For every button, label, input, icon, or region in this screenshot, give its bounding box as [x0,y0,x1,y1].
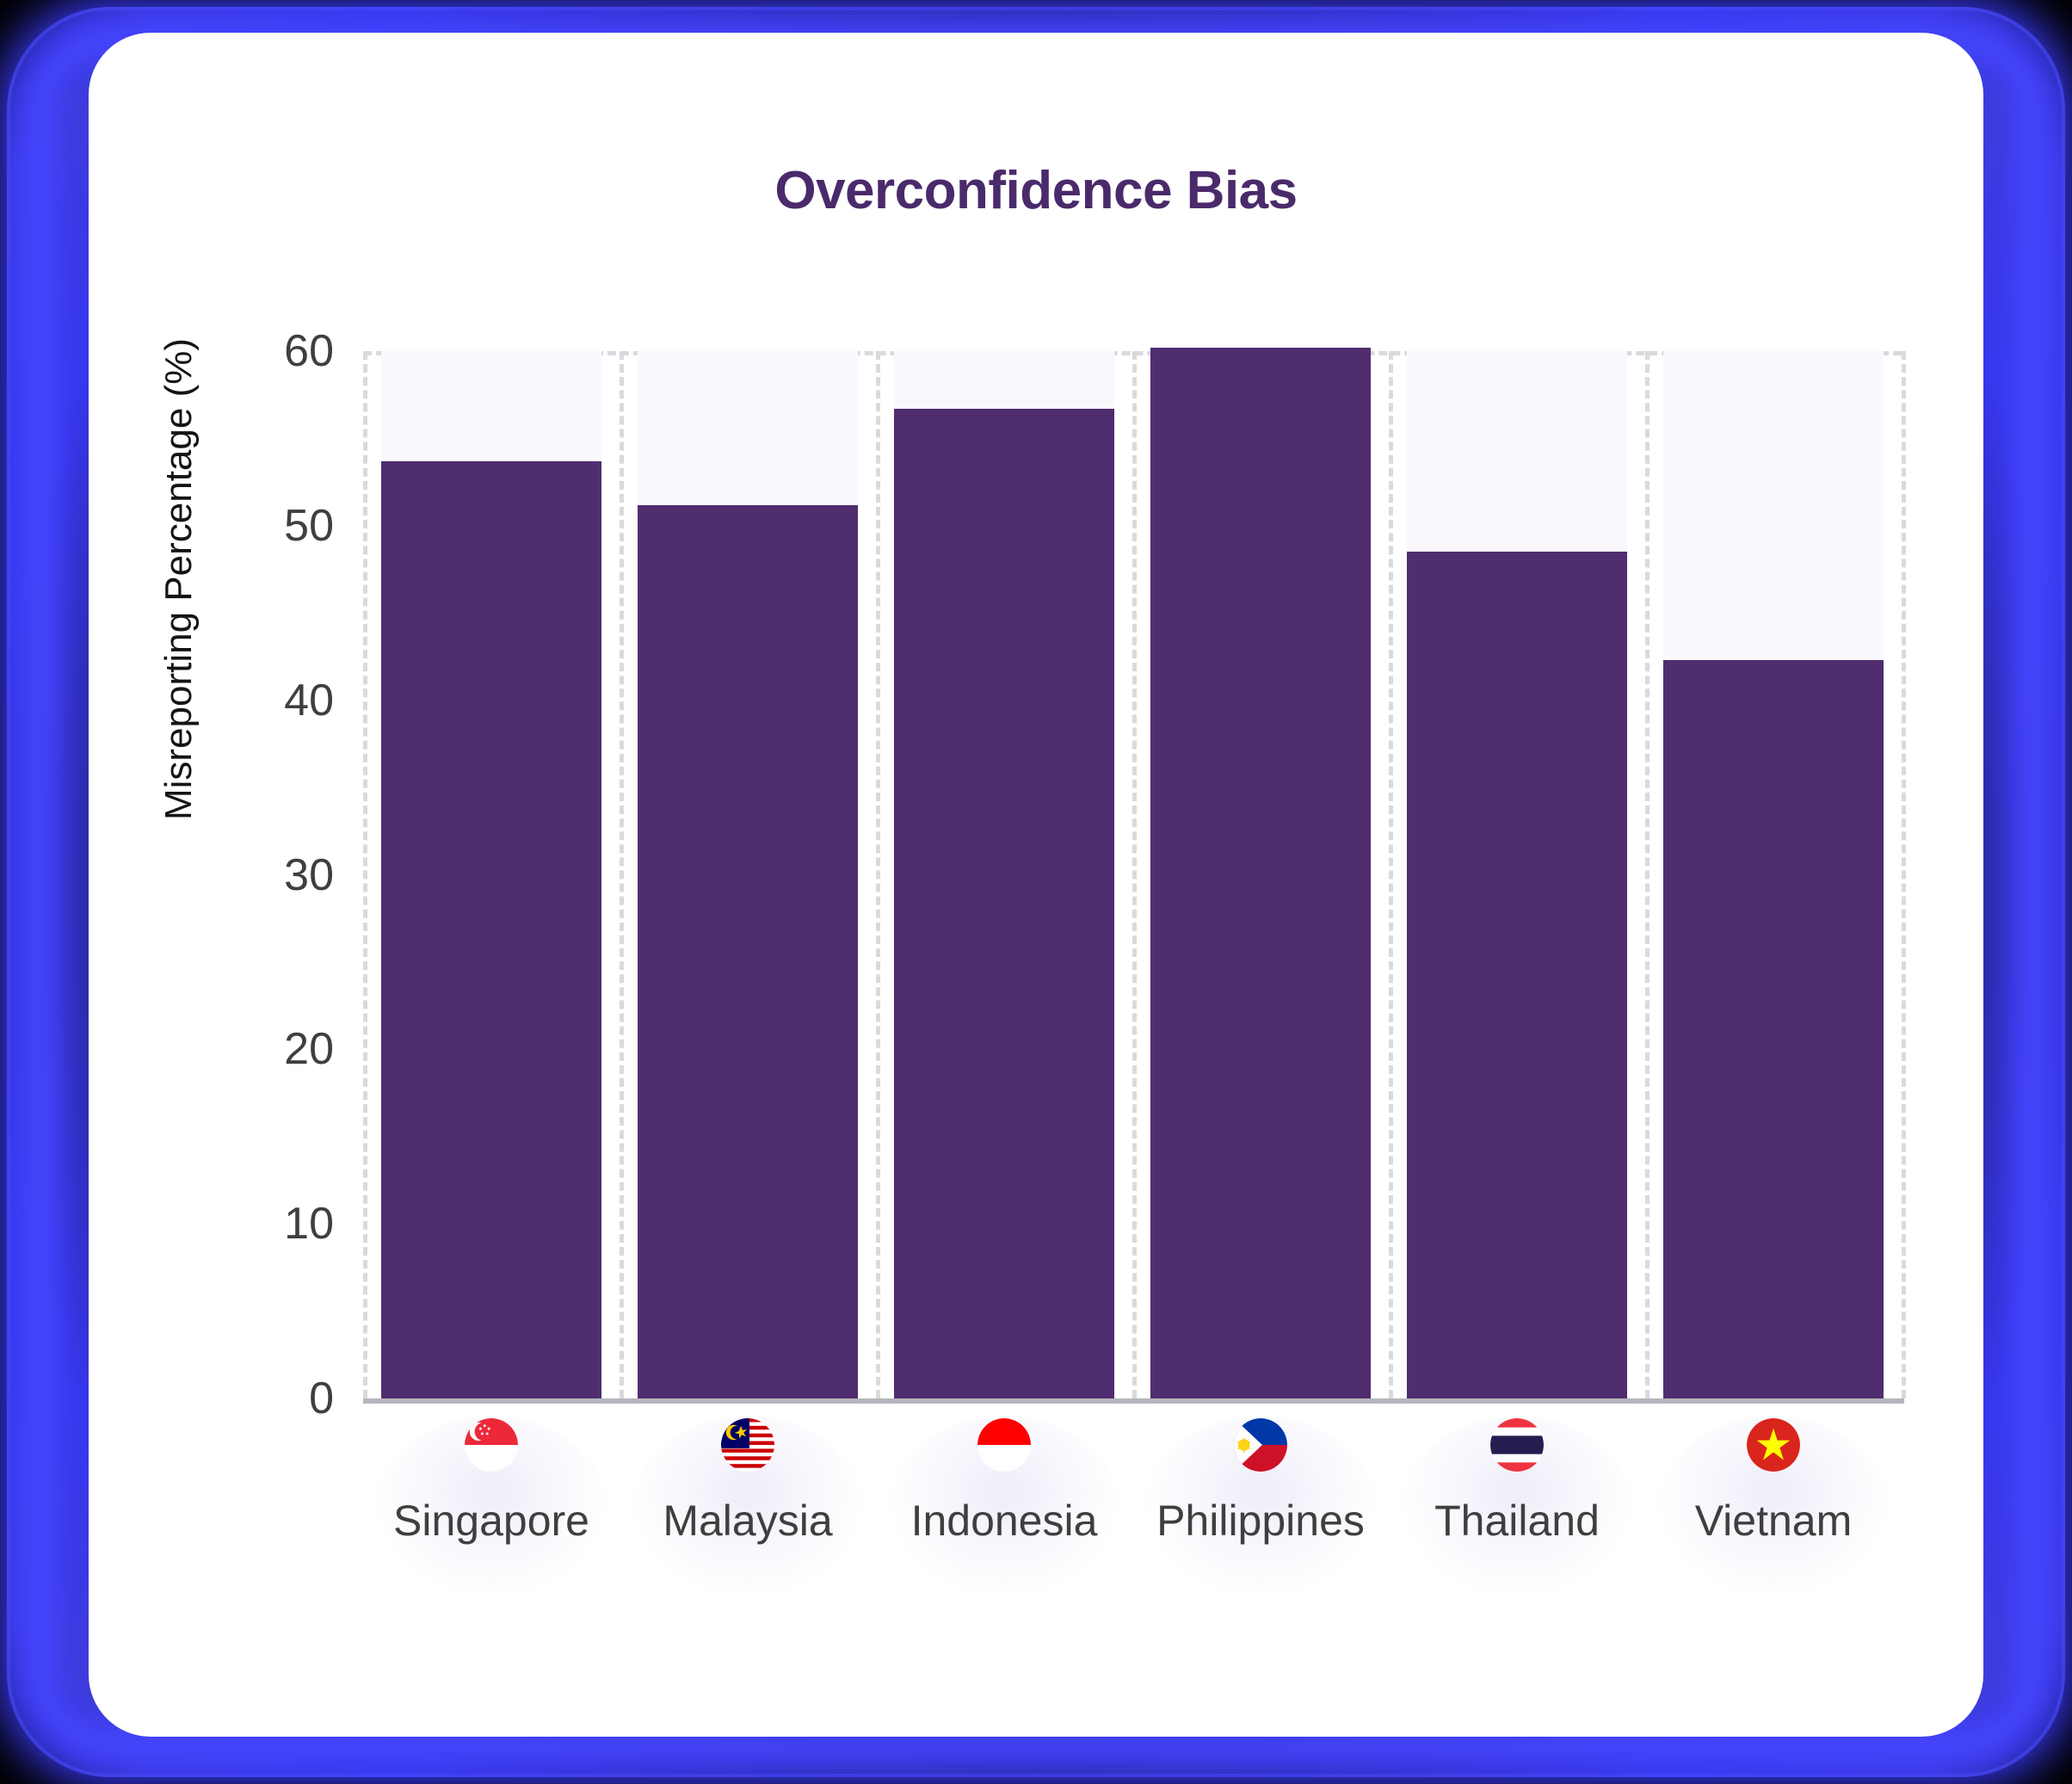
flag-indonesia-icon [977,1418,1031,1472]
y-tick-10: 10 [284,1199,334,1250]
flag-malaysia-icon [721,1418,774,1472]
plot-area: 0 10 20 30 40 50 60 [284,326,1906,1423]
x-category-vietnam[interactable]: Vietnam [1645,1406,1902,1604]
flag-philippines-icon [1234,1418,1287,1472]
x-category-philippines[interactable]: Philippines [1132,1406,1389,1604]
x-category-label: Vietnam [1694,1497,1853,1545]
x-category-label: Thailand [1434,1497,1600,1545]
bar-vietnam[interactable] [1663,660,1884,1398]
x-category-thailand[interactable]: Thailand [1389,1406,1645,1604]
gridline-category-5 [1645,351,1650,1398]
y-tick-60: 60 [284,326,334,376]
y-tick-50: 50 [284,500,334,551]
x-category-malaysia[interactable]: Malaysia [620,1406,876,1604]
gridline-category-1 [620,351,624,1398]
y-tick-30: 30 [284,849,334,900]
x-category-label: Singapore [393,1497,589,1545]
flag-thailand-icon [1490,1418,1544,1472]
chart-card: Overconfidence Bias Misreporting Percent… [89,33,1983,1737]
x-axis-line [363,1398,1904,1404]
x-category-singapore[interactable]: Singapore [363,1406,620,1604]
x-axis-categories: Singapore Malaysia Indonesia Philippines Tha… [363,1406,1902,1604]
x-category-label: Indonesia [910,1497,1098,1545]
y-tick-40: 40 [284,675,334,725]
flag-vietnam-icon [1747,1418,1800,1472]
bar-thailand[interactable] [1407,552,1627,1398]
x-category-label: Philippines [1156,1497,1365,1545]
x-category-indonesia[interactable]: Indonesia [876,1406,1132,1604]
bar-philippines[interactable] [1150,347,1371,1398]
y-axis-title: Misreporting Percentage (%) [157,338,200,821]
x-category-label: Malaysia [663,1497,833,1545]
y-tick-0: 0 [309,1373,334,1423]
gridline-category-4 [1389,351,1393,1398]
flag-singapore-icon [465,1418,518,1472]
gridline-category-0 [363,351,367,1398]
bar-indonesia[interactable] [894,408,1114,1398]
bar-malaysia[interactable] [638,504,858,1398]
bar-singapore[interactable] [381,460,601,1398]
gridline-category-6 [1902,351,1906,1398]
gridline-category-2 [876,351,880,1398]
gridline-category-3 [1132,351,1137,1398]
y-tick-20: 20 [284,1024,334,1075]
page-title: Overconfidence Bias [774,161,1298,220]
